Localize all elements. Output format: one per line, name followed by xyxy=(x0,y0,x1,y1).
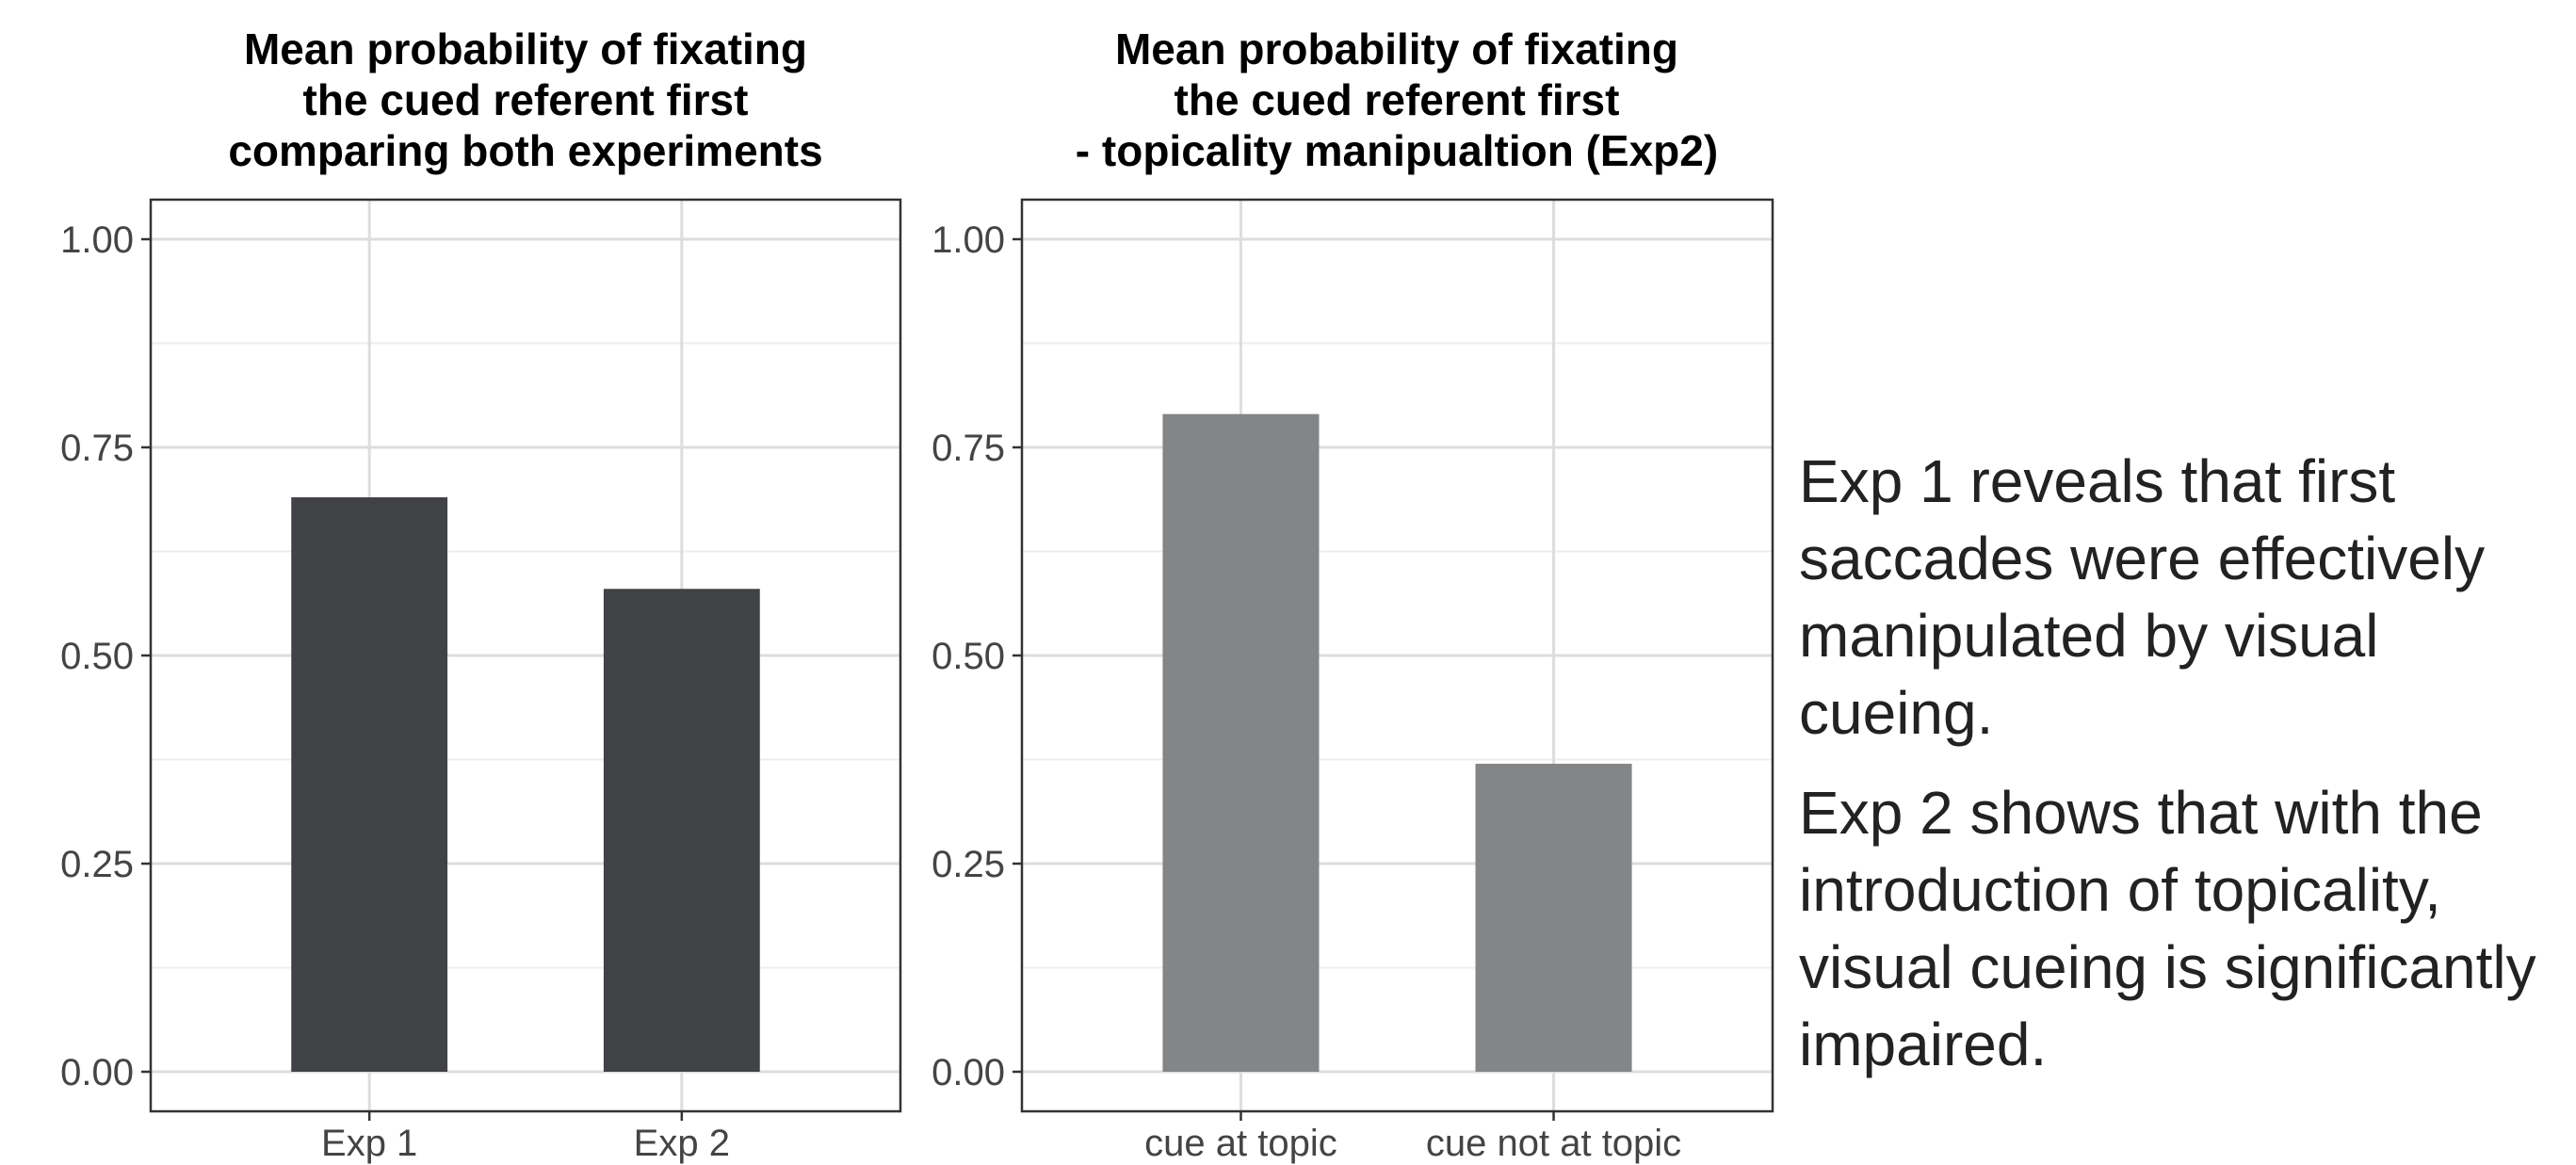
bar-exp-2 xyxy=(603,589,760,1072)
caption-text: Exp 1 reveals that first saccades were e… xyxy=(1799,443,2571,1106)
y-tick-label: 0.00 xyxy=(60,1052,134,1093)
y-tick-label: 0.50 xyxy=(932,636,1005,677)
chart-title-line: the cued referent first xyxy=(1175,75,1620,124)
y-tick-label: 1.00 xyxy=(932,219,1005,261)
bar-cue-not-at-topic xyxy=(1475,763,1632,1072)
chart-title-line: Mean probability of fixating xyxy=(244,24,807,73)
bar-cue-at-topic xyxy=(1162,413,1320,1072)
note-exp1: Exp 1 reveals that first saccades were e… xyxy=(1799,447,2486,747)
chart-title-line: the cued referent first xyxy=(303,75,749,124)
y-tick-label: 0.50 xyxy=(60,636,134,677)
y-tick-label: 0.25 xyxy=(60,844,134,885)
chart-panel-2: 0.00 0.25 0.50 0.75 1.00 cue at topic cue not … xyxy=(932,24,1774,1164)
x-tick-label: cue at topic xyxy=(1144,1123,1337,1164)
note-exp2: Exp 2 shows that with the introduction o… xyxy=(1799,779,2536,1078)
y-tick-label: 0.75 xyxy=(60,428,134,469)
x-tick-label: Exp 2 xyxy=(634,1123,730,1164)
y-tick-label: 0.75 xyxy=(932,428,1005,469)
chart-panel-1: 0.00 0.25 0.50 0.75 1.00 Exp 1 Exp 2 Mean proba… xyxy=(60,24,902,1164)
y-tick-label: 0.25 xyxy=(932,844,1005,885)
bar-exp-1 xyxy=(291,497,448,1072)
chart-title-line: Mean probability of fixating xyxy=(1115,24,1678,73)
y-tick-label: 0.00 xyxy=(932,1052,1005,1093)
x-tick-label: cue not at topic xyxy=(1426,1123,1681,1164)
chart-title-line: - topicality manipualtion (Exp2) xyxy=(1076,126,1718,175)
chart-title-line: comparing both experiments xyxy=(228,126,822,175)
y-tick-label: 1.00 xyxy=(60,219,134,261)
x-tick-label: Exp 1 xyxy=(321,1123,417,1164)
